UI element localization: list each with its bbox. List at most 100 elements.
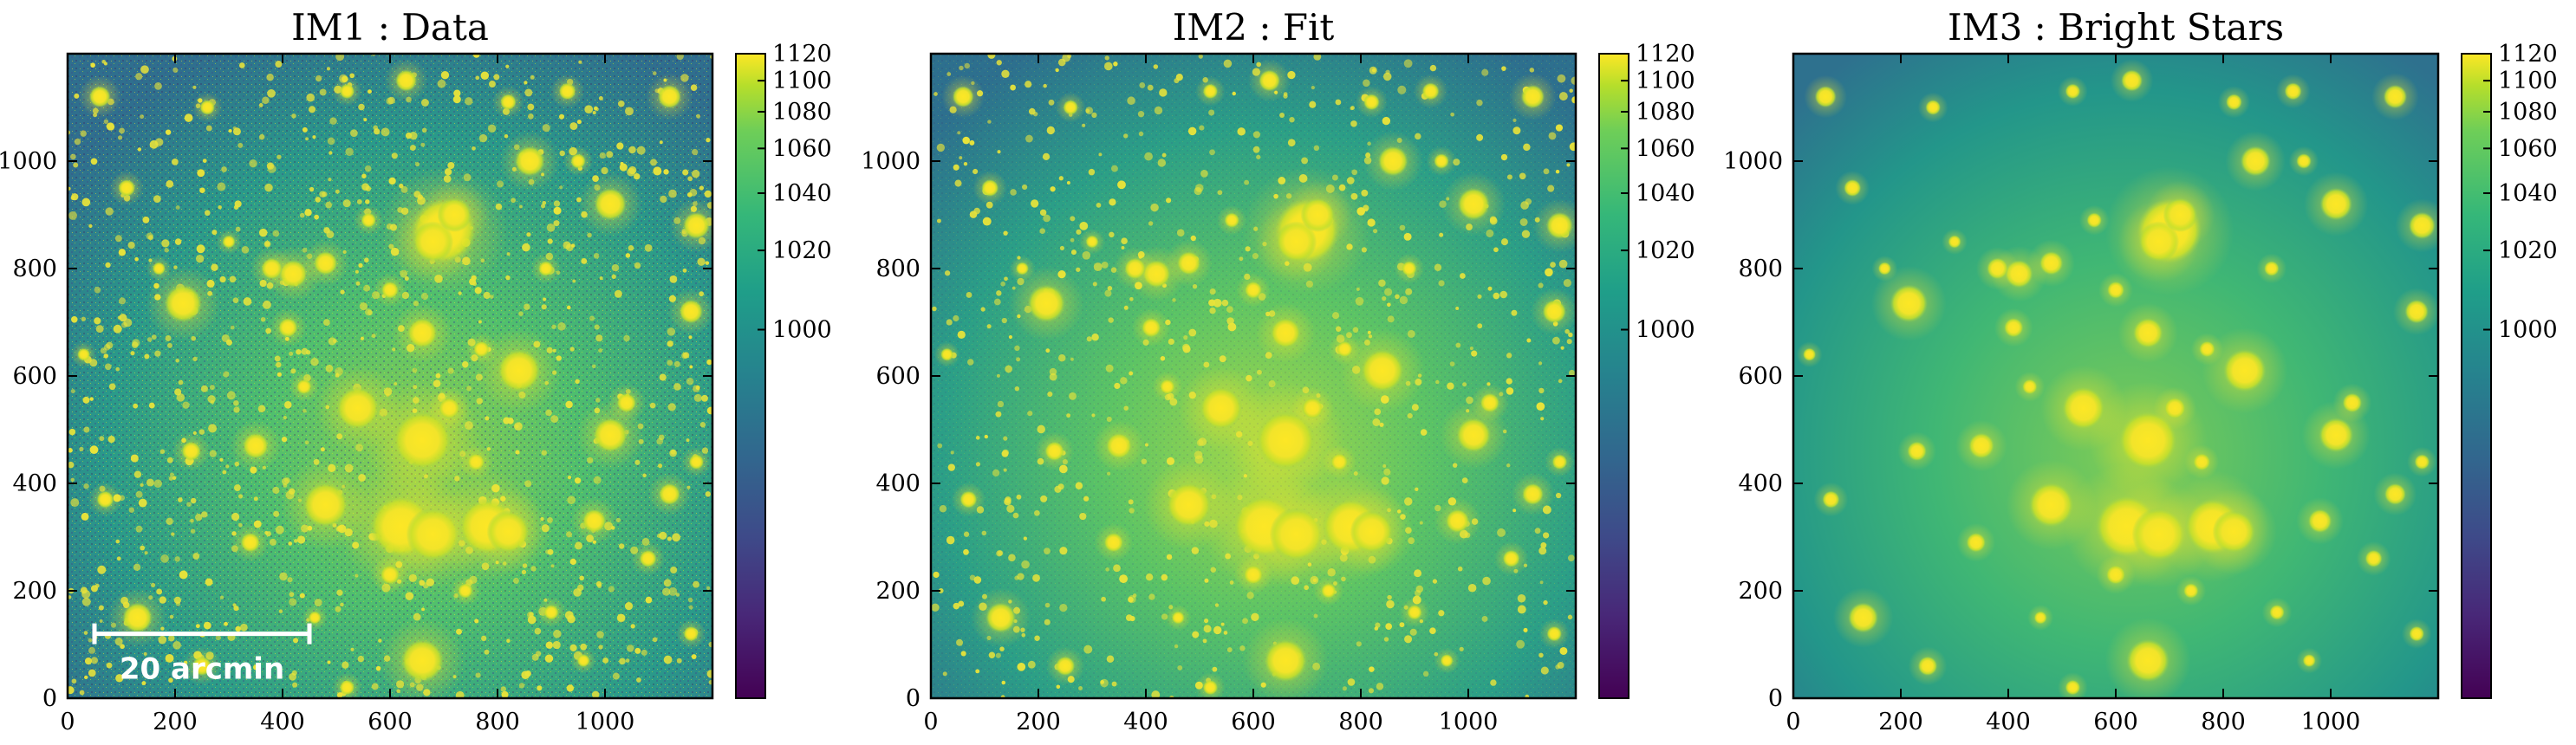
- bright-star: [657, 84, 682, 109]
- faint-star: [184, 113, 193, 122]
- faint-star: [234, 200, 242, 208]
- faint-star: [90, 657, 99, 664]
- faint-star: [279, 572, 288, 581]
- faint-star: [276, 372, 282, 377]
- faint-star: [1066, 413, 1071, 418]
- bright-star: [1546, 625, 1562, 642]
- faint-star: [527, 103, 535, 111]
- faint-star: [1563, 279, 1571, 288]
- bright-star: [222, 235, 236, 249]
- bright-star: [1917, 656, 1938, 676]
- faint-star: [687, 176, 693, 182]
- faint-star: [1438, 280, 1445, 287]
- faint-star: [705, 261, 710, 265]
- faint-star: [1203, 361, 1210, 368]
- bright-star: [952, 86, 974, 107]
- faint-star: [166, 457, 173, 463]
- faint-star: [496, 180, 504, 188]
- bright-star: [1259, 69, 1280, 92]
- faint-star: [290, 368, 296, 374]
- y-tick-label: 0: [906, 685, 920, 712]
- faint-star: [591, 364, 596, 369]
- faint-star: [699, 185, 704, 191]
- faint-star: [1223, 631, 1228, 635]
- bright-star: [240, 533, 260, 553]
- faint-star: [1399, 622, 1405, 628]
- faint-star: [421, 127, 427, 133]
- faint-star: [1125, 614, 1133, 621]
- faint-star: [618, 543, 625, 549]
- faint-star: [299, 593, 305, 599]
- faint-star: [325, 201, 333, 209]
- colorbar-tick-label: 1020: [772, 237, 832, 264]
- y-tick-label: 400: [1738, 470, 1783, 497]
- y-tick-label: 1000: [0, 148, 57, 175]
- faint-star: [987, 120, 992, 124]
- faint-star: [204, 210, 211, 217]
- faint-star: [199, 187, 205, 194]
- faint-star: [1459, 646, 1464, 651]
- faint-star: [1031, 199, 1039, 208]
- colorbar-tick-label: 1040: [772, 180, 832, 207]
- faint-star: [1519, 217, 1528, 226]
- bright-star: [1224, 212, 1239, 228]
- faint-star: [581, 257, 588, 264]
- faint-star: [405, 592, 414, 600]
- bright-star: [2022, 379, 2038, 395]
- bright-star: [1085, 235, 1099, 249]
- faint-star: [143, 651, 147, 656]
- faint-star: [283, 416, 287, 420]
- bright-star: [1542, 299, 1566, 324]
- faint-star: [233, 406, 240, 413]
- faint-star: [1403, 59, 1413, 68]
- faint-star: [1545, 268, 1553, 277]
- faint-star: [1044, 547, 1051, 555]
- faint-star: [94, 286, 101, 294]
- faint-star: [1548, 132, 1557, 140]
- bright-star: [243, 432, 269, 459]
- faint-star: [1493, 247, 1499, 253]
- bright-star: [2132, 318, 2163, 348]
- faint-star: [1209, 149, 1215, 156]
- faint-star: [1203, 625, 1212, 633]
- faint-star: [273, 510, 280, 517]
- panel-title: IM3 : Bright Stars: [1948, 6, 2284, 49]
- faint-star: [70, 389, 75, 394]
- faint-star: [475, 75, 480, 81]
- faint-star: [89, 397, 94, 401]
- bright-star: [1890, 284, 1928, 322]
- faint-star: [1420, 429, 1428, 436]
- bright-star: [118, 179, 136, 197]
- faint-star: [1369, 666, 1375, 672]
- faint-star: [1521, 230, 1531, 238]
- faint-star: [115, 539, 120, 544]
- bright-star: [1330, 453, 1349, 471]
- bright-star: [1551, 454, 1568, 470]
- bright-star: [2193, 453, 2211, 471]
- faint-star: [1111, 681, 1117, 687]
- faint-star: [1076, 267, 1081, 272]
- faint-star: [969, 574, 976, 581]
- faint-star: [1558, 259, 1568, 269]
- faint-star: [1101, 596, 1106, 602]
- faint-star: [611, 274, 616, 279]
- faint-star: [335, 54, 345, 62]
- bright-star: [261, 257, 283, 280]
- faint-star: [1104, 55, 1109, 61]
- faint-star: [1070, 249, 1077, 256]
- faint-star: [1414, 569, 1422, 578]
- faint-star: [541, 204, 546, 209]
- faint-star: [543, 297, 547, 301]
- faint-star: [233, 484, 241, 492]
- bright-star: [1270, 318, 1301, 348]
- faint-star: [649, 402, 656, 409]
- faint-star: [537, 685, 543, 691]
- faint-star: [364, 165, 372, 172]
- faint-star: [606, 151, 614, 159]
- faint-star: [1382, 72, 1392, 81]
- faint-star: [361, 173, 367, 179]
- faint-star: [225, 464, 230, 469]
- faint-star: [572, 279, 576, 283]
- faint-star: [219, 275, 226, 283]
